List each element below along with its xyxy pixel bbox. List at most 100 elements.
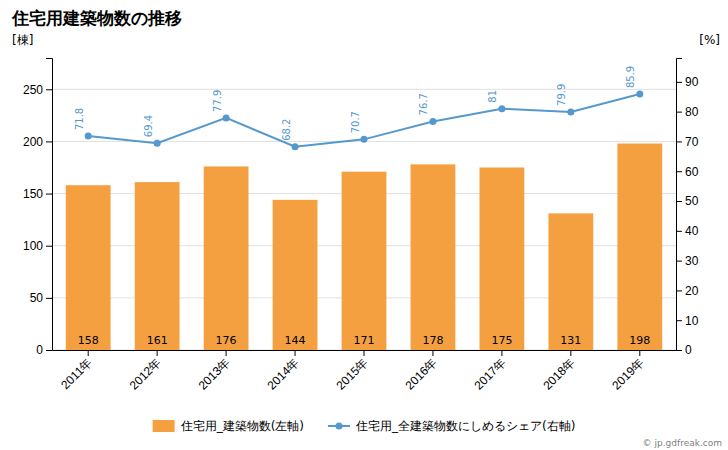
- y2-tick-mark: [676, 320, 682, 321]
- x-tick-mark: [364, 350, 365, 356]
- y-tick-label: 100: [23, 239, 43, 253]
- x-tick-mark: [226, 350, 227, 356]
- x-tick: 2016年: [402, 350, 439, 393]
- y2-tick-mark: [676, 171, 682, 172]
- bar-label: 176: [216, 334, 237, 347]
- line-label: 68.2: [281, 119, 292, 141]
- x-tick: 2015年: [334, 350, 371, 393]
- bar: [342, 172, 387, 350]
- y2-axis: 0102030405060708090: [676, 59, 699, 358]
- chart: 2011年 2012年 2013年 2014年 2015年 2016年 2017年 2018年…: [0, 0, 728, 450]
- x-tick-label: 2014年: [265, 355, 302, 392]
- x-axis: 2011年 2012年 2013年 2014年 2015年 2016年 2017年 2018年…: [53, 350, 677, 393]
- x-tick: 2011年: [58, 350, 95, 392]
- y-tick-mark: [46, 141, 52, 142]
- line-label: 70.7: [350, 111, 361, 133]
- line-marker: [85, 133, 92, 140]
- bar-label: 198: [629, 334, 650, 347]
- bar: [411, 164, 456, 350]
- y2-tick-label: 10: [685, 314, 699, 328]
- x-tick: 2014年: [265, 350, 302, 393]
- x-tick-label: 2019年: [609, 355, 646, 392]
- y-tick-mark: [46, 298, 52, 299]
- y2-tick-mark: [676, 350, 682, 351]
- y2-tick: 20: [676, 284, 699, 298]
- y2-tick-label: 50: [685, 194, 699, 208]
- bar-label: 131: [560, 334, 581, 347]
- y-tick: 0: [36, 343, 52, 357]
- x-tick-label: 2017年: [471, 355, 508, 392]
- y2-tick: 30: [676, 254, 699, 268]
- y-tick: 150: [23, 187, 52, 201]
- x-tick: 2013年: [196, 350, 233, 393]
- line-label: 85.9: [625, 66, 636, 88]
- line-marker: [292, 143, 299, 150]
- line-label: 71.8: [74, 108, 85, 130]
- legend-label: 住宅用_建築物数(左軸): [180, 419, 304, 433]
- x-tick-label: 2012年: [127, 355, 164, 392]
- x-tick-mark: [88, 350, 89, 356]
- x-tick-mark: [432, 350, 433, 356]
- y2-tick-mark: [676, 261, 682, 262]
- x-tick-label: 2015年: [334, 355, 371, 392]
- plot: 2011年 2012年 2013年 2014年 2015年 2016年 2017年 2018年…: [23, 59, 699, 393]
- x-tick-mark: [639, 350, 640, 356]
- bar: [617, 144, 662, 350]
- line-marker: [361, 136, 368, 143]
- y2-tick-label: 30: [685, 254, 699, 268]
- title: 住宅用建築物数の推移: [11, 8, 182, 28]
- y-tick: 250: [23, 83, 52, 97]
- y-tick: 200: [23, 135, 52, 149]
- bar-label: 171: [354, 334, 375, 347]
- y2-tick-mark: [676, 231, 682, 232]
- y2-tick: 40: [676, 224, 699, 238]
- y2-tick: 80: [676, 105, 699, 119]
- bar: [204, 166, 249, 350]
- data-labels: 15816117614417117817513119871.869.477.96…: [74, 66, 651, 347]
- y2-tick-mark: [676, 201, 682, 202]
- y2-tick: 70: [676, 135, 699, 149]
- y-tick: 50: [30, 291, 52, 305]
- y-tick-label: 50: [30, 291, 44, 305]
- x-tick-label: 2016年: [402, 355, 439, 392]
- y2-tick-label: 0: [685, 343, 692, 357]
- legend-item: 住宅用_全建築物数にしめるシェア(右軸): [328, 419, 575, 433]
- y-axis-line: [46, 59, 53, 351]
- x-tick-label: 2018年: [540, 355, 577, 392]
- y-axis: 0 50 100 150 200 250: [23, 59, 53, 358]
- x-tick-mark: [295, 350, 296, 356]
- y2-tick-label: 40: [685, 224, 699, 238]
- line-label: 79.9: [556, 84, 567, 106]
- bar-label: 158: [78, 334, 99, 347]
- x-tick-mark: [570, 350, 571, 356]
- y2-tick-label: 80: [685, 105, 699, 119]
- x-tick: 2018年: [540, 350, 577, 393]
- x-tick-label: 2013年: [196, 355, 233, 392]
- y-tick-mark: [46, 246, 52, 247]
- y-tick-label: 0: [36, 343, 43, 357]
- y-tick-label: 250: [23, 83, 43, 97]
- y-tick-mark: [46, 194, 52, 195]
- y2-tick-label: 70: [685, 135, 699, 149]
- x-tick-mark: [501, 350, 502, 356]
- grid: [52, 89, 676, 350]
- legend: 住宅用_建築物数(左軸) 住宅用_全建築物数にしめるシェア(右軸): [153, 419, 576, 433]
- y-tick-label: 200: [23, 135, 43, 149]
- bar-label: 175: [491, 334, 512, 347]
- y2-axis-label: [%]: [699, 33, 720, 47]
- line-label: 77.9: [212, 90, 223, 112]
- y2-tick: 60: [676, 165, 699, 179]
- line-label: 76.7: [418, 93, 429, 115]
- bar-label: 144: [285, 334, 306, 347]
- marks: [66, 91, 662, 350]
- bar-label: 178: [422, 334, 443, 347]
- y-tick: 100: [23, 239, 52, 253]
- line-label: 81: [487, 90, 498, 103]
- annotation: © jp.gdfreak.com: [643, 438, 722, 448]
- line-marker: [636, 91, 643, 98]
- x-tick: 2019年: [609, 350, 646, 393]
- x-tick-mark: [157, 350, 158, 356]
- y2-tick: 50: [676, 194, 699, 208]
- legend-swatch: [153, 420, 175, 432]
- line-marker: [498, 105, 505, 112]
